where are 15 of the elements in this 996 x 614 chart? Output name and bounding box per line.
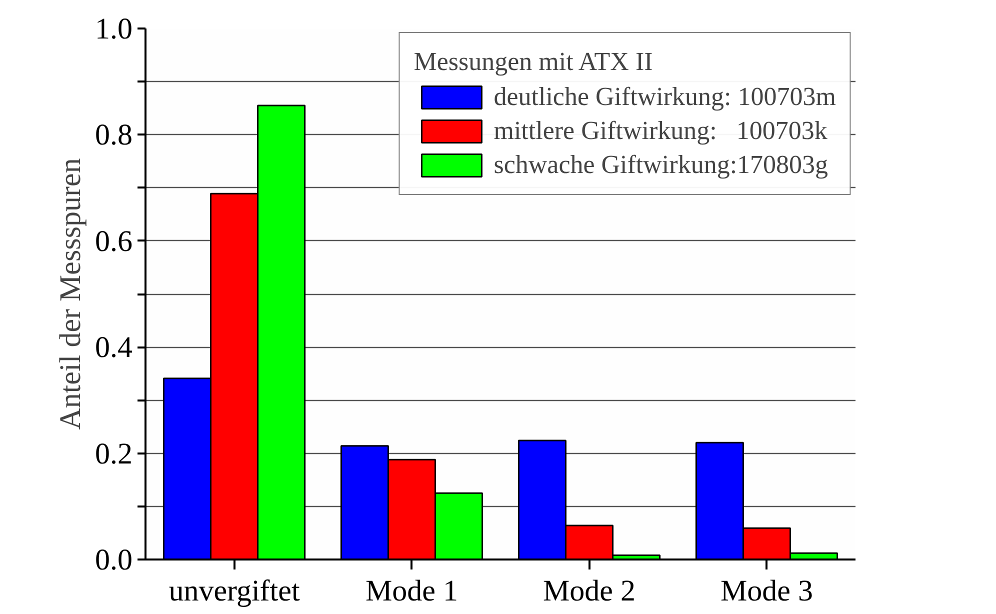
y-tick-label: 0.2 xyxy=(95,437,132,470)
x-tick-label: Mode 2 xyxy=(543,574,636,608)
y-tick-label: 0.6 xyxy=(95,224,132,258)
y-tick-label: 0.8 xyxy=(95,118,132,152)
legend-label: schwache Giftwirkung:170803g xyxy=(494,150,828,180)
y-tick-label: 0.4 xyxy=(95,331,132,364)
y-axis-title: Anteil der Messspuren xyxy=(54,158,87,430)
x-tick-label: Mode 1 xyxy=(366,574,458,608)
legend-title: Messungen mit ATX II xyxy=(414,47,654,77)
y-tick-label: 1.0 xyxy=(95,12,132,46)
y-tick-label: 0.0 xyxy=(95,544,132,576)
legend-label: mittlere Giftwirkung: 100703k xyxy=(494,116,828,146)
x-tick-label: Mode 3 xyxy=(720,574,814,608)
legend-label: deutliche Giftwirkung: 100703m xyxy=(494,82,836,112)
x-tick-label: unvergiftet xyxy=(168,574,300,608)
